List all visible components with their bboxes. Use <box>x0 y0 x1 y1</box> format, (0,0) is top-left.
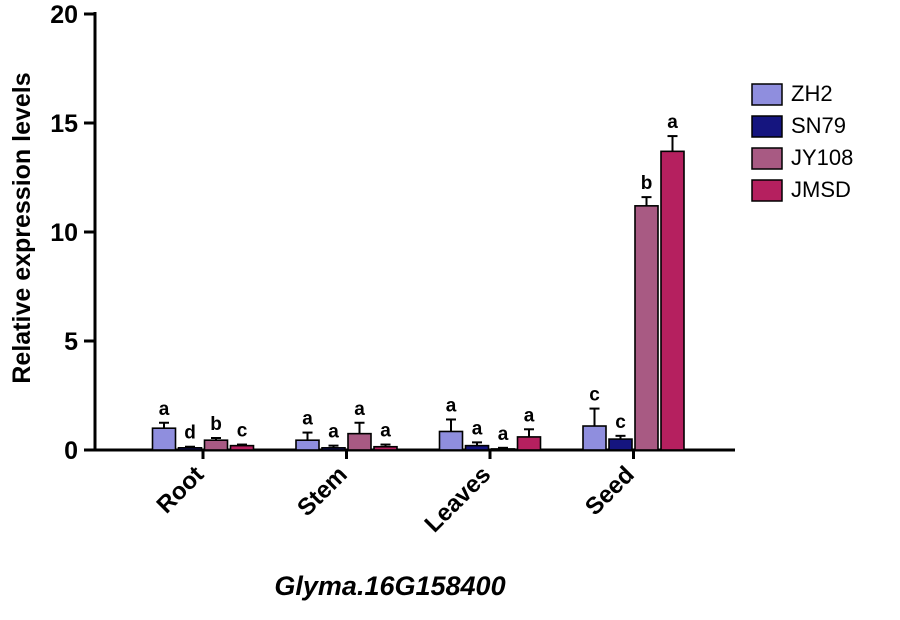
significance-letter: a <box>354 399 365 420</box>
legend-label-JMSD: JMSD <box>791 177 851 202</box>
legend-swatch-JMSD <box>751 179 783 202</box>
bar-JMSD-stem <box>373 445 398 451</box>
significance-letter: c <box>615 412 626 433</box>
significance-letter: a <box>498 424 509 445</box>
significance-letter: b <box>641 173 653 194</box>
significance-letter: a <box>524 405 535 426</box>
bar-JMSD-leaves <box>516 436 542 451</box>
bar-ZH2-seed <box>582 425 607 451</box>
legend-swatch-ZH2 <box>751 83 783 106</box>
y-tick-label: 0 <box>64 437 78 465</box>
bar-JY108-stem <box>347 432 372 451</box>
legend-swatch-JY108 <box>751 147 783 170</box>
significance-letter: a <box>446 395 457 416</box>
significance-letter: c <box>589 385 600 406</box>
y-axis-label: Relative expression levels <box>8 72 36 383</box>
bar-ZH2-leaves <box>438 430 464 451</box>
bar-SN79-seed <box>608 438 633 451</box>
legend-label-ZH2: ZH2 <box>791 81 833 106</box>
bar-JY108-leaves <box>490 448 516 451</box>
bar-JY108-root <box>203 439 229 451</box>
legend-label-SN79: SN79 <box>791 113 846 138</box>
bar-ZH2-stem <box>295 439 320 451</box>
y-tick-label: 15 <box>50 110 78 138</box>
significance-letter: a <box>328 422 339 443</box>
bar-SN79-stem <box>321 447 346 451</box>
chart-title: Glyma.16G158400 <box>274 571 505 601</box>
y-tick-label: 10 <box>50 219 78 247</box>
significance-letter: a <box>472 418 483 439</box>
significance-letter: d <box>184 423 196 444</box>
bar-JY108-seed <box>634 205 659 451</box>
significance-letter: a <box>302 409 313 430</box>
bar-JMSD-root <box>229 444 255 451</box>
category-label-seed: Seed <box>580 461 640 521</box>
significance-letter: c <box>237 421 248 442</box>
bar-ZH2-root <box>151 427 177 451</box>
bar-JMSD-seed <box>660 150 685 451</box>
bar-SN79-leaves <box>464 444 490 451</box>
significance-letter: a <box>159 399 170 420</box>
category-label-leaves: Leaves <box>420 461 497 538</box>
significance-letter: a <box>380 421 391 442</box>
category-label-stem: Stem <box>292 461 353 522</box>
bar-SN79-root <box>177 447 203 451</box>
category-label-root: Root <box>152 461 210 519</box>
legend-swatch-SN79 <box>751 115 783 138</box>
y-tick-label: 5 <box>64 328 78 356</box>
y-tick-label: 20 <box>50 1 78 29</box>
significance-letter: b <box>210 414 222 435</box>
significance-letter: a <box>667 112 678 133</box>
legend-label-JY108: JY108 <box>791 145 853 170</box>
